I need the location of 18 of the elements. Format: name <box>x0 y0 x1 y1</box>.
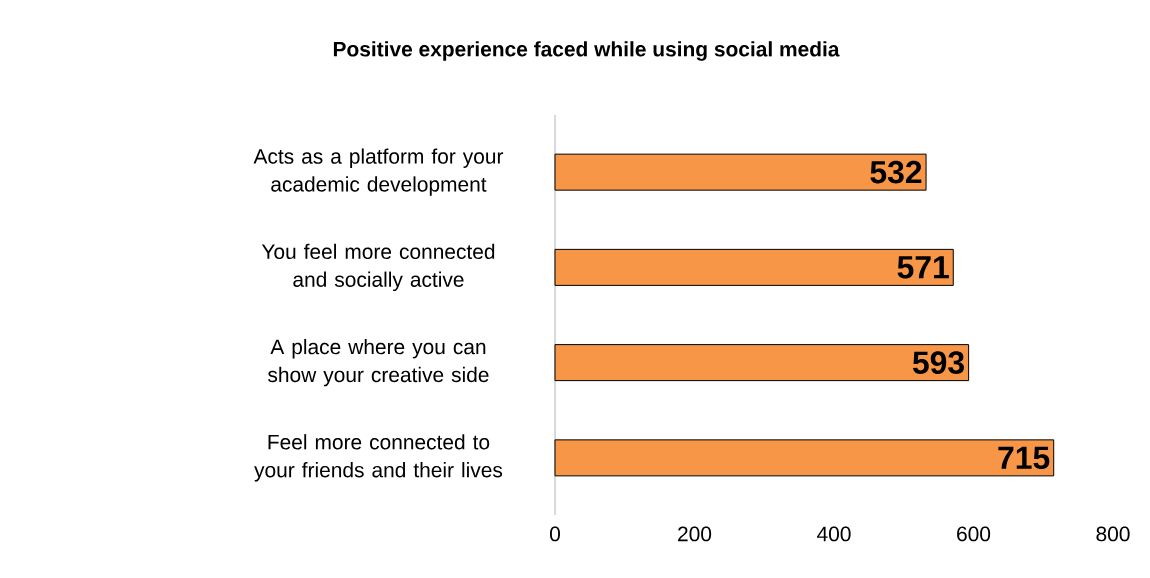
x-tick-label: 400 <box>817 526 851 542</box>
bar <box>554 344 970 382</box>
y-tick-label: Feel more connected to your friends and their lives <box>254 434 503 482</box>
bar <box>554 439 1055 477</box>
bar <box>554 248 954 286</box>
x-tick-label: 800 <box>1096 526 1130 542</box>
y-tick-label: Acts as a platform for your academic development <box>253 148 504 196</box>
y-tick-label: A place where you can show your creative side <box>268 338 489 387</box>
chart-title: Positive experience faced while using social media <box>333 41 840 61</box>
data-label: 571 <box>897 256 949 279</box>
x-tick-label: 600 <box>957 526 991 542</box>
data-label: 532 <box>870 160 922 184</box>
data-label: 593 <box>912 351 964 374</box>
data-label: 715 <box>998 446 1050 469</box>
bar <box>554 153 927 191</box>
x-tick-label: 0 <box>550 526 560 542</box>
y-tick-label: You feel more connected and socially active <box>261 243 495 292</box>
x-tick-label: 200 <box>678 526 712 542</box>
